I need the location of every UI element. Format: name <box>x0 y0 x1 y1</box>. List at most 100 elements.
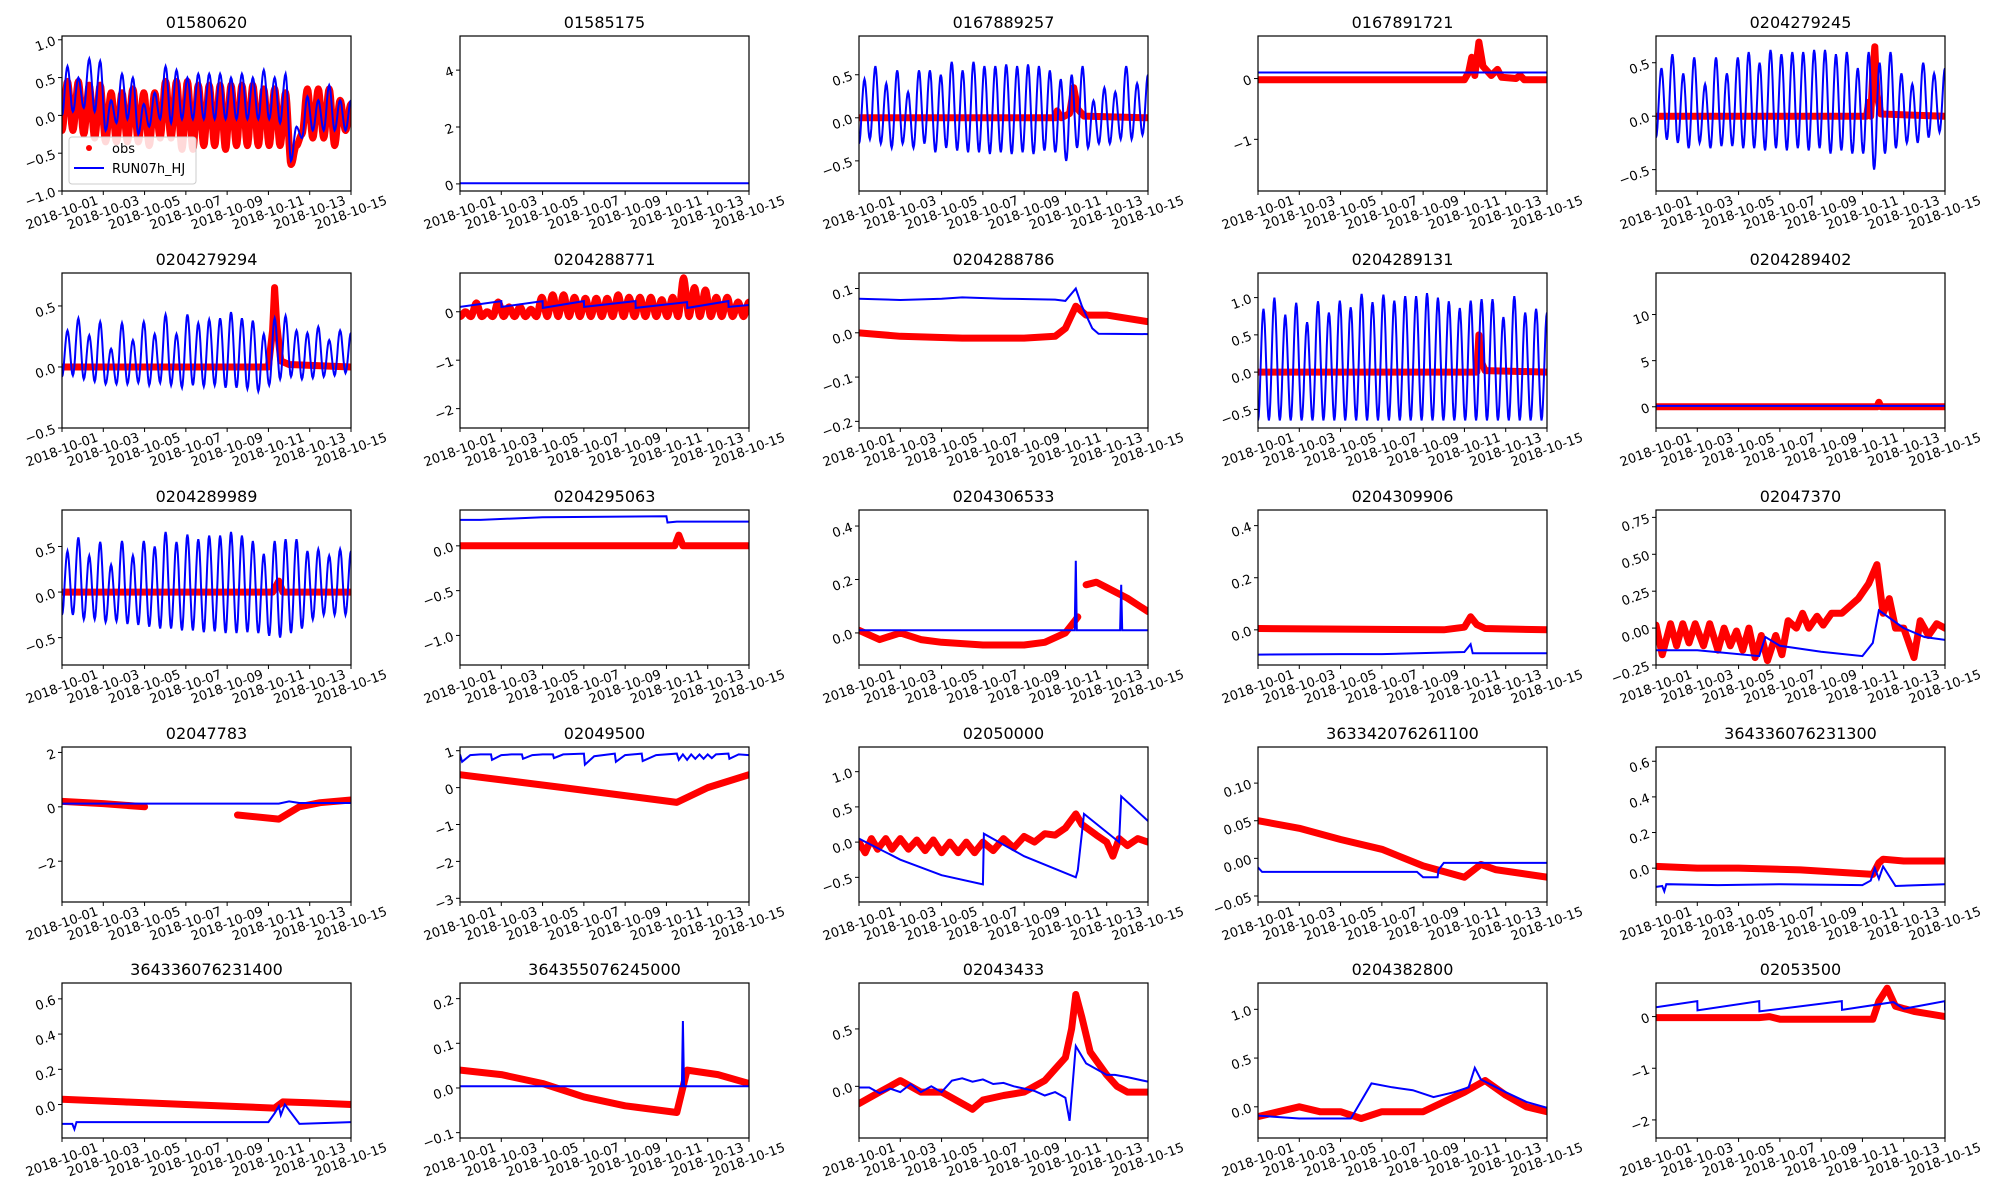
subplot-title: 02043433 <box>963 960 1044 979</box>
subplot-title: 0204288786 <box>953 250 1055 269</box>
model-series <box>1656 864 1945 895</box>
subplot-title: 363342076261100 <box>1326 724 1479 743</box>
axes-frame <box>459 35 750 192</box>
subplot-title: 0204288771 <box>554 250 656 269</box>
model-series <box>859 61 1148 162</box>
subplot-title: 0204289402 <box>1750 250 1852 269</box>
y-tick-label: 0.0 <box>1628 111 1653 132</box>
legend-obs-marker <box>86 145 92 151</box>
subplot-title: 0167891721 <box>1352 13 1454 32</box>
axes-frame <box>459 982 750 1139</box>
plot-area <box>460 752 749 806</box>
axes-frame <box>858 746 1149 903</box>
subplot-title: 02053500 <box>1760 960 1841 979</box>
plot-area <box>62 1095 351 1133</box>
subplot: 020428940205102018-10-012018-10-032018-1… <box>1618 250 1983 470</box>
subplot-title: 0204306533 <box>953 487 1055 506</box>
axes-frame <box>1655 509 1946 666</box>
subplot-title: 02047783 <box>166 724 247 743</box>
model-series <box>1258 1065 1547 1120</box>
y-tick-label: 0.2 <box>1628 827 1653 848</box>
plot-area <box>62 531 351 638</box>
subplot: 015851750242018-10-012018-10-032018-10-0… <box>422 13 787 233</box>
axes-frame <box>858 982 1149 1139</box>
subplot: 02043065330.00.20.42018-10-012018-10-032… <box>821 487 1186 707</box>
model-series <box>460 1020 749 1088</box>
axes-frame <box>858 272 1149 429</box>
model-series <box>1656 608 1945 658</box>
y-tick-label: −0.5 <box>1617 164 1652 189</box>
y-tick-label: −1 <box>433 355 456 376</box>
y-tick-label: −0.5 <box>1219 404 1254 429</box>
y-tick-label: 0.0 <box>432 540 457 561</box>
obs-series <box>460 274 749 321</box>
y-tick-label: −0.2 <box>820 416 855 441</box>
subplot: 02047370−0.250.000.250.500.752018-10-012… <box>1610 487 1984 707</box>
subplot-title: 364355076245000 <box>528 960 681 979</box>
y-tick-label: 0.5 <box>1628 57 1653 78</box>
axes-frame <box>1257 272 1548 429</box>
y-tick-label: 0.6 <box>34 993 59 1014</box>
legend-box <box>68 136 197 185</box>
y-tick-label: −0.5 <box>421 585 456 610</box>
obs-series <box>62 1095 351 1112</box>
plot-area <box>1258 613 1547 656</box>
model-series <box>1656 999 1945 1013</box>
subplot-title: 02047370 <box>1760 487 1841 506</box>
subplot: 0204279245−0.50.00.52018-10-012018-10-03… <box>1617 13 1983 233</box>
y-tick-label: 0.10 <box>1222 777 1254 801</box>
y-tick-label: 0 <box>45 801 58 818</box>
plot-area <box>859 560 1148 649</box>
obs-series <box>62 284 351 371</box>
axes-frame <box>858 35 1149 192</box>
obs-series <box>1258 817 1547 881</box>
y-tick-label: 0.75 <box>1620 512 1652 536</box>
y-tick-label: 0.0 <box>1628 863 1653 884</box>
y-tick-label: 0 <box>1639 401 1652 418</box>
y-tick-label: 0.0 <box>432 1082 457 1103</box>
y-tick-label: −0.5 <box>23 422 58 447</box>
subplot: 02053500−2−102018-10-012018-10-032018-10… <box>1618 960 1983 1180</box>
obs-series <box>460 771 749 806</box>
subplot: 01580620−1.0−0.50.00.51.02018-10-012018-… <box>23 13 389 233</box>
y-tick-label: −1 <box>1231 134 1254 155</box>
y-tick-label: 0.6 <box>1628 756 1653 777</box>
subplot-title: 364336076231300 <box>1724 724 1877 743</box>
y-tick-label: 0.1 <box>432 1038 457 1059</box>
axes-frame <box>1257 746 1548 903</box>
y-tick-label: 0.5 <box>831 1023 856 1044</box>
subplot: 0204289989−0.50.00.52018-10-012018-10-03… <box>23 487 389 707</box>
obs-series <box>1258 1077 1547 1122</box>
y-tick-label: −2 <box>433 856 456 877</box>
model-series <box>859 560 1148 632</box>
subplot-title: 01580620 <box>166 13 247 32</box>
y-tick-label: 0 <box>1241 73 1254 90</box>
subplot: 363342076261100−0.050.000.050.102018-10-… <box>1212 724 1586 944</box>
subplot-title: 0167889257 <box>953 13 1055 32</box>
subplot-title: 0204279294 <box>156 250 258 269</box>
y-tick-label: 0.0 <box>831 327 856 348</box>
y-tick-label: 1.0 <box>34 34 59 55</box>
obs-series <box>859 991 1148 1113</box>
axes-frame <box>1257 35 1548 192</box>
subplot: 0204295063−1.0−0.50.02018-10-012018-10-0… <box>421 487 787 707</box>
subplot: 0167891721−102018-10-012018-10-032018-10… <box>1220 13 1585 233</box>
subplot: 0204288771−2−102018-10-012018-10-032018-… <box>422 250 787 470</box>
y-tick-label: 0.2 <box>1230 572 1255 593</box>
subplot: 02043828000.00.51.02018-10-012018-10-032… <box>1220 960 1585 1180</box>
y-tick-label: 0.5 <box>1230 1052 1255 1073</box>
axes-frame <box>1655 272 1946 429</box>
y-tick-label: −1.0 <box>23 185 58 210</box>
y-tick-label: 0 <box>443 178 456 195</box>
model-series <box>460 515 749 524</box>
y-tick-label: 0.4 <box>34 1028 59 1049</box>
plot-area <box>460 515 749 550</box>
y-tick-label: 0.0 <box>831 836 856 857</box>
y-tick-label: 0.0 <box>1230 624 1255 645</box>
y-tick-label: 4 <box>443 64 456 81</box>
y-tick-label: −0.1 <box>421 1127 456 1152</box>
axes-frame <box>61 982 352 1139</box>
y-tick-label: 0 <box>443 782 456 799</box>
y-tick-label: −0.05 <box>1212 890 1255 918</box>
